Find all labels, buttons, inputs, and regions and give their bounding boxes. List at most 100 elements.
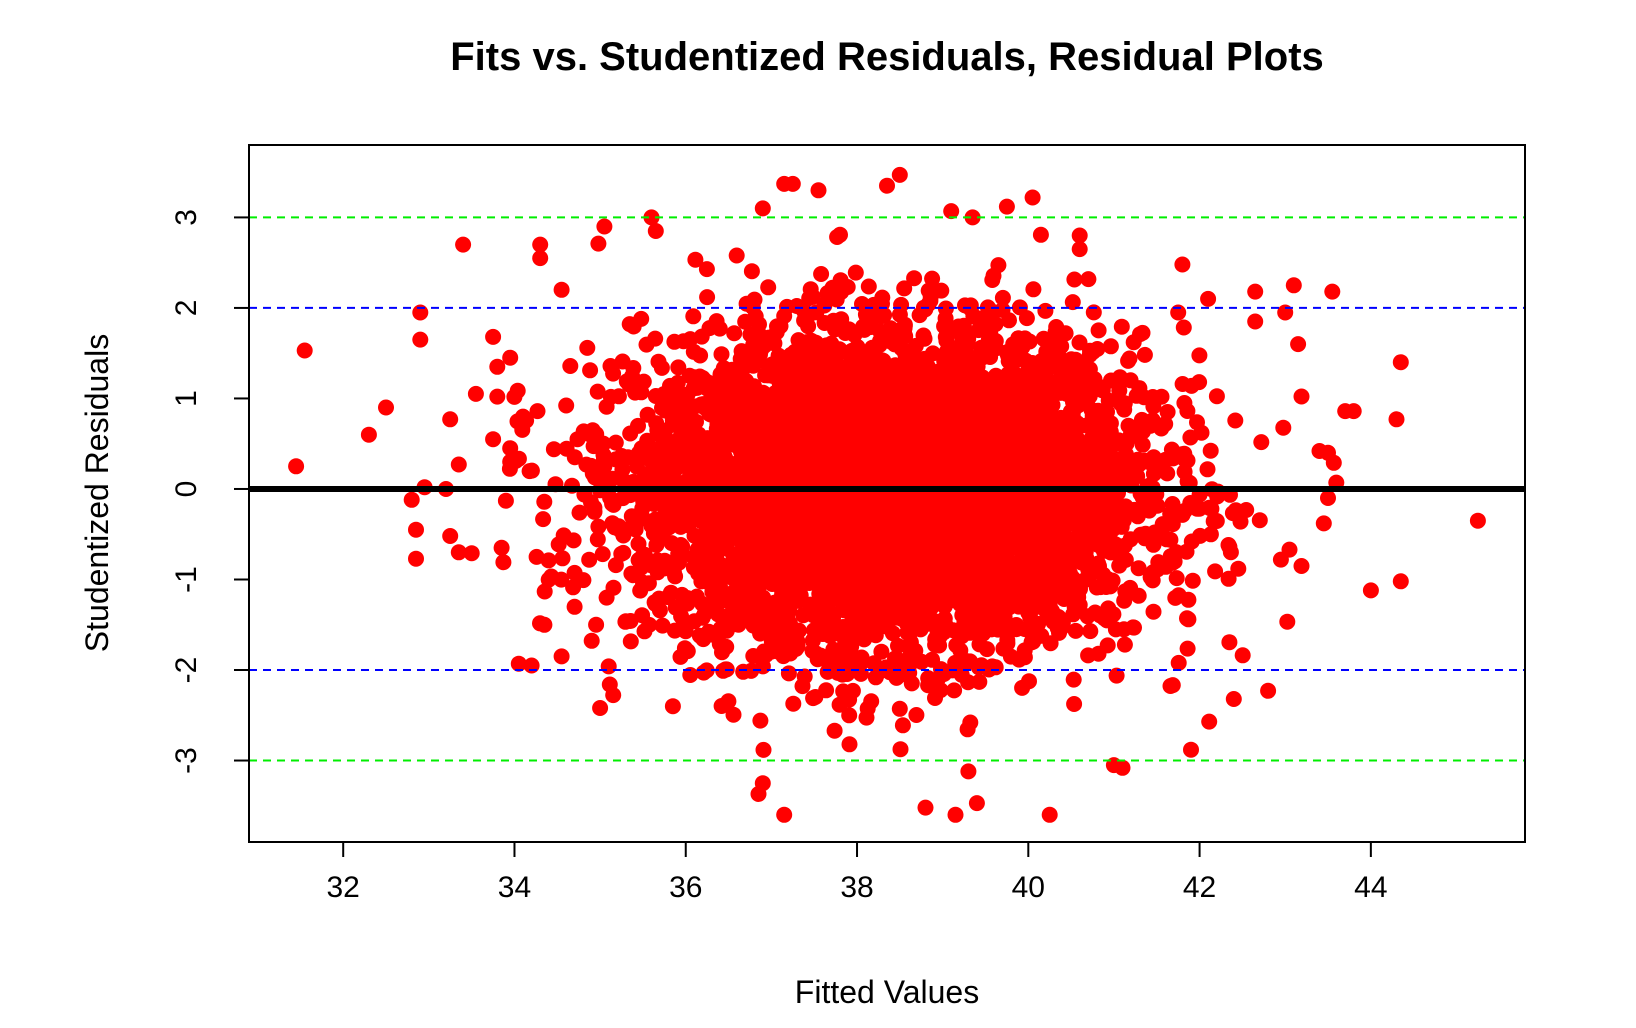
data-point [946, 682, 963, 699]
data-point [654, 617, 671, 634]
data-point [1025, 281, 1042, 298]
data-point [841, 736, 858, 753]
data-point [602, 489, 619, 506]
data-point [826, 722, 843, 739]
data-point [1002, 648, 1019, 665]
data-point [892, 741, 909, 758]
data-point [752, 712, 769, 729]
data-point [745, 648, 762, 664]
data-point [1168, 570, 1185, 587]
data-point [622, 633, 639, 650]
data-point [1130, 560, 1147, 577]
data-point [971, 673, 988, 690]
data-point [952, 642, 969, 659]
data-point [1159, 404, 1176, 420]
data-point [1232, 513, 1249, 530]
data-point [1208, 388, 1225, 405]
data-point [1094, 379, 1111, 396]
data-point [581, 551, 598, 568]
data-point [959, 721, 976, 738]
data-point [566, 449, 583, 466]
data-point [607, 557, 624, 574]
data-point [979, 641, 995, 658]
data-point [1041, 597, 1058, 614]
data-point [1184, 572, 1201, 589]
y-axis-label: Studentized Residuals [79, 334, 115, 652]
data-point [906, 270, 923, 287]
data-point [974, 349, 991, 366]
data-point [800, 318, 817, 335]
data-point [914, 373, 931, 390]
data-point [571, 504, 588, 521]
data-point [1183, 377, 1200, 394]
data-point [924, 270, 941, 287]
data-point [584, 422, 601, 439]
data-point [867, 669, 884, 686]
data-point [1018, 310, 1035, 327]
data-point [540, 552, 557, 569]
data-point [529, 403, 546, 420]
data-point [873, 308, 890, 325]
data-point [1183, 533, 1200, 550]
data-point [579, 339, 596, 356]
data-point [858, 709, 875, 726]
data-point [903, 675, 920, 692]
data-point [1090, 322, 1107, 339]
chart-title: Fits vs. Studentized Residuals, Residual… [450, 35, 1324, 79]
data-point [625, 567, 642, 584]
data-point [1180, 591, 1197, 608]
data-point [699, 289, 716, 306]
data-point [1001, 312, 1017, 329]
data-point [1085, 343, 1102, 360]
data-point [630, 417, 646, 434]
data-point [583, 494, 599, 511]
data-point [1205, 513, 1222, 530]
data-point [832, 226, 848, 243]
data-point [583, 632, 600, 649]
data-point [1136, 346, 1153, 363]
data-point [679, 595, 696, 612]
data-point [758, 647, 774, 663]
data-point [1102, 338, 1119, 355]
data-point [813, 266, 830, 282]
data-point [908, 707, 925, 723]
data-point [893, 296, 910, 313]
data-point [1293, 558, 1310, 574]
data-point [682, 331, 699, 348]
data-point [634, 500, 651, 517]
data-point [896, 381, 913, 398]
data-point [614, 353, 631, 370]
data-point [1221, 538, 1238, 555]
data-point [998, 614, 1015, 631]
data-point [666, 333, 683, 350]
data-point [888, 669, 905, 686]
data-point [540, 571, 557, 588]
data-point [521, 463, 538, 480]
data-point [646, 454, 663, 471]
data-point [582, 362, 599, 379]
data-point [514, 421, 531, 438]
data-point [1030, 615, 1047, 632]
data-point [1085, 304, 1102, 321]
data-point [789, 638, 806, 655]
data-point [755, 741, 772, 758]
data-point [679, 643, 696, 660]
data-point [798, 361, 815, 378]
data-point [1145, 603, 1162, 620]
data-point [975, 625, 991, 642]
data-point [605, 687, 622, 704]
data-point [1179, 640, 1196, 657]
data-point [999, 635, 1016, 652]
data-point [1108, 667, 1125, 684]
data-point [621, 316, 638, 333]
data-point [847, 264, 864, 281]
data-point [566, 564, 583, 581]
data-point [594, 546, 611, 563]
data-point [932, 682, 949, 699]
data-point [685, 308, 702, 325]
data-point [604, 515, 621, 532]
data-point [610, 388, 627, 405]
data-point [762, 437, 779, 454]
data-point [1234, 647, 1251, 664]
